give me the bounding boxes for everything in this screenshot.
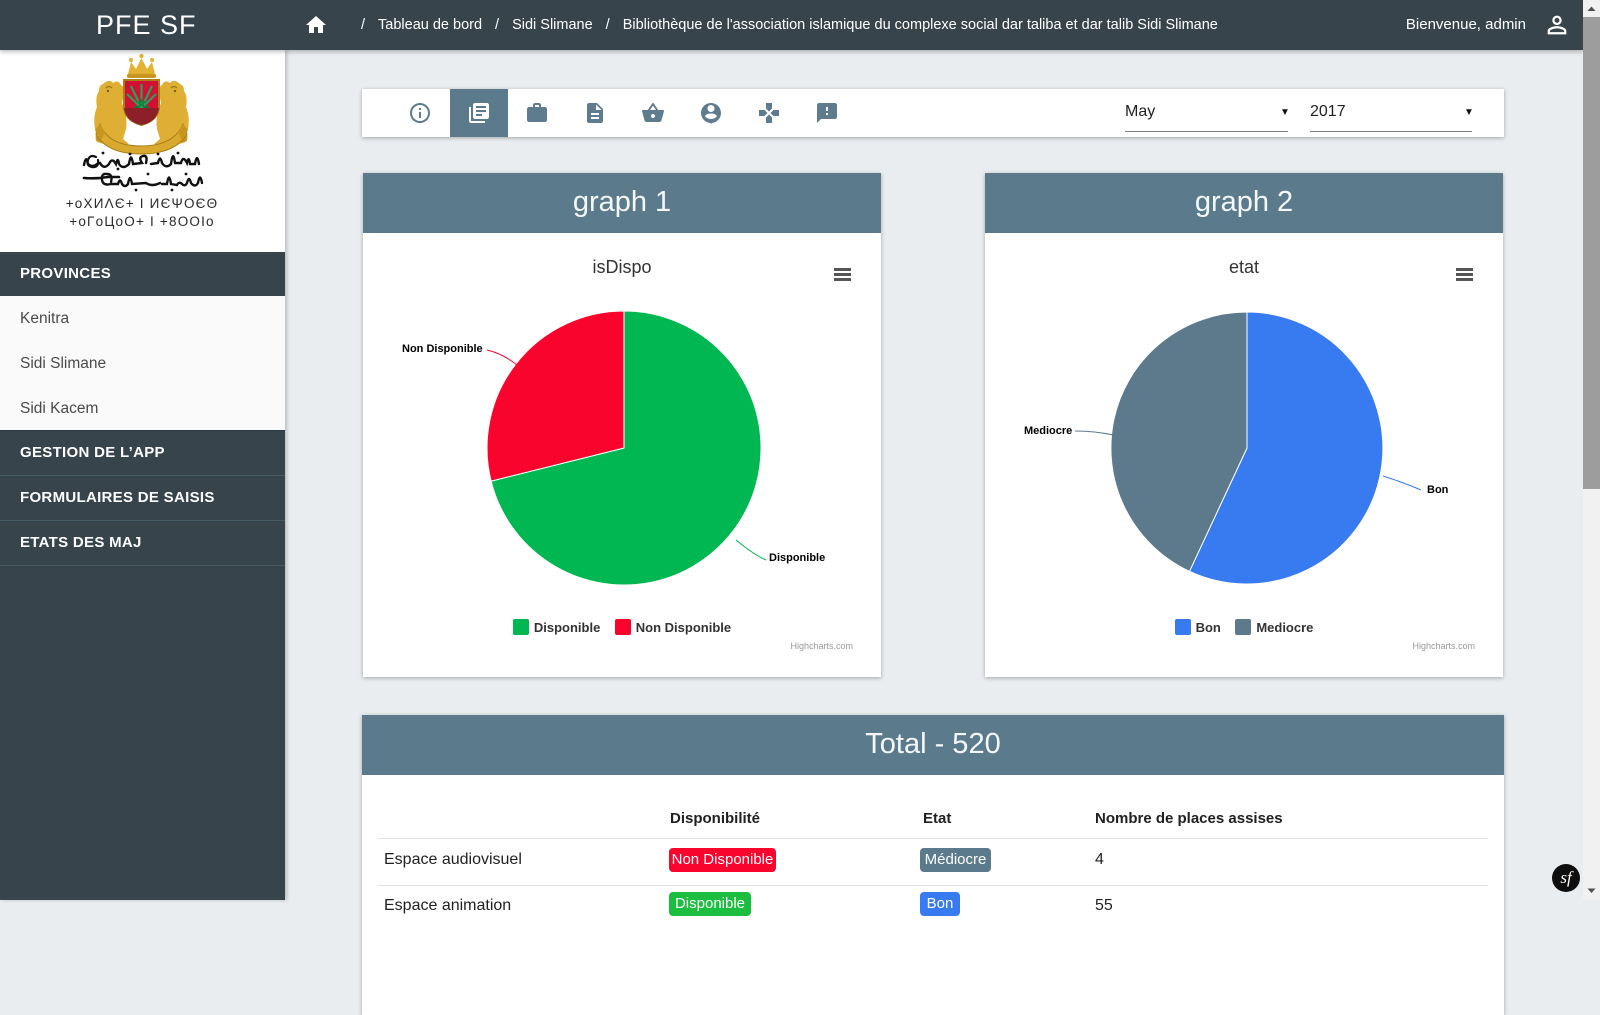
svg-text:+оXИΛЄ+ Ι ИЄΨΟЄΘ: +оXИΛЄ+ Ι ИЄΨΟЄΘ bbox=[66, 196, 219, 211]
svg-text:+оΓоЦоΟ+ Ι +8ΟΟΙо: +оΓоЦоΟ+ Ι +8ΟΟΙо bbox=[69, 214, 215, 229]
